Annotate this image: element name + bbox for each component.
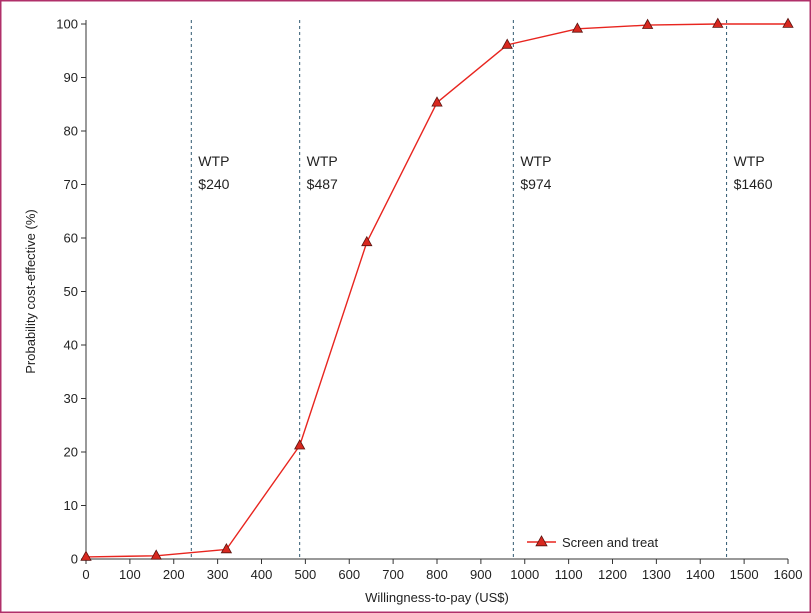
legend: Screen and treat [527, 535, 659, 550]
y-tick-label: 70 [64, 177, 78, 192]
x-tick-label: 400 [251, 567, 273, 582]
axes: 0 100 200 300 400 500 600 700 800 900 1000 1100 1200… [56, 17, 802, 583]
x-tick-label: 1300 [642, 567, 671, 582]
x-tick-label: 800 [426, 567, 448, 582]
wtp-label-title: WTP [734, 153, 765, 169]
x-tick-label: 1600 [774, 567, 803, 582]
x-tick-label: 700 [382, 567, 404, 582]
reference-lines: WTP $240 WTP $487 WTP $974 WTP $1460 [190, 20, 773, 559]
x-tick-label: 1200 [598, 567, 627, 582]
y-tick-label: 30 [64, 391, 78, 406]
x-axis-title: Willingness-to-pay (US$) [365, 590, 509, 605]
x-tick-label: 1500 [730, 567, 759, 582]
x-tick-label: 300 [207, 567, 229, 582]
y-tick-label: 50 [64, 284, 78, 299]
data-point-triangle [220, 542, 233, 554]
x-tick-label: 500 [295, 567, 317, 582]
x-tick-label: 1000 [510, 567, 539, 582]
y-tick-label: 20 [64, 445, 78, 460]
x-tick-label: 900 [470, 567, 492, 582]
x-tick-label: 0 [82, 567, 89, 582]
data-point-triangle [501, 38, 513, 49]
x-tick-label: 600 [338, 567, 360, 582]
y-tick-label: 60 [64, 231, 78, 246]
y-tick-label: 90 [64, 70, 78, 85]
wtp-label-value: $487 [307, 176, 338, 192]
wtp-label-value: $974 [520, 176, 551, 192]
wtp-label-title: WTP [520, 153, 551, 169]
wtp-label-value: $240 [198, 176, 229, 192]
x-tick-label: 1400 [686, 567, 715, 582]
data-point-triangle [571, 22, 584, 33]
data-point-triangle [782, 17, 794, 28]
x-tick-label: 1100 [555, 567, 583, 582]
data-point-triangle [361, 235, 373, 247]
x-tick-label: 200 [163, 567, 185, 582]
wtp-label-value: $1460 [734, 176, 773, 192]
y-axis-title: Probability cost-effective (%) [23, 209, 38, 374]
triangle-icon [535, 535, 548, 547]
wtp-label-title: WTP [198, 153, 229, 169]
y-tick-label: 0 [71, 552, 78, 567]
data-point-triangle [641, 18, 654, 29]
data-point-triangle [431, 96, 443, 107]
data-point-triangle [712, 17, 724, 28]
x-tick-label: 100 [119, 567, 141, 582]
y-tick-label: 100 [56, 17, 78, 32]
y-tick-label: 40 [64, 338, 78, 353]
legend-label: Screen and treat [562, 535, 659, 550]
y-tick-label: 10 [64, 498, 78, 513]
wtp-label-title: WTP [307, 153, 338, 169]
data-point-triangle [80, 550, 92, 561]
series-layer [80, 17, 794, 561]
y-tick-label: 80 [64, 124, 78, 139]
data-point-triangle [294, 439, 306, 450]
data-point-triangle [150, 549, 162, 560]
